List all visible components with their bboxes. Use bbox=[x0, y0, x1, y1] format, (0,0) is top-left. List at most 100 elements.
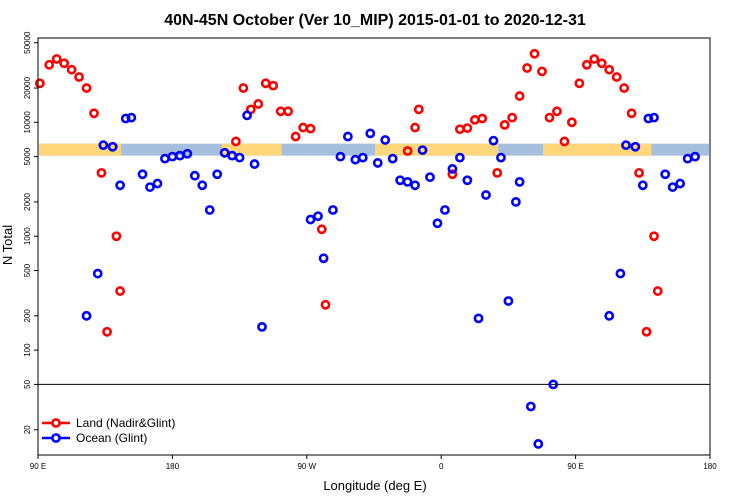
band-land bbox=[375, 143, 499, 156]
y-axis: 20 50 100 200 500 1000 2000 5000 10000 20000 50000 bbox=[23, 31, 38, 434]
ocean-point bbox=[242, 110, 252, 121]
land-point bbox=[462, 123, 473, 133]
land-point bbox=[275, 106, 286, 117]
land-point bbox=[81, 83, 92, 93]
ocean-point bbox=[615, 268, 626, 279]
ocean-point bbox=[462, 175, 473, 186]
ocean-point bbox=[604, 310, 615, 321]
land-point bbox=[611, 72, 622, 82]
ocean-point bbox=[120, 113, 131, 124]
ocean-point bbox=[212, 169, 223, 180]
y-tick-label: 100 bbox=[23, 343, 32, 357]
ocean-point bbox=[473, 313, 484, 324]
ocean-point bbox=[514, 176, 525, 187]
ocean-point bbox=[488, 135, 499, 146]
land-point bbox=[44, 59, 55, 70]
legend: Land (Nadir&Glint)Ocean (Glint) bbox=[42, 416, 175, 445]
land-point bbox=[290, 131, 301, 142]
ocean-point bbox=[525, 401, 536, 412]
ocean-point bbox=[380, 135, 391, 145]
ocean-point bbox=[107, 141, 118, 152]
land-point bbox=[34, 78, 45, 89]
land-point bbox=[477, 113, 488, 124]
ocean-point bbox=[145, 182, 155, 192]
y-tick-label: 10000 bbox=[23, 111, 32, 134]
land-point bbox=[260, 78, 271, 89]
ocean-point bbox=[372, 158, 383, 168]
x-tick-label: 180 bbox=[166, 462, 180, 471]
land-point bbox=[522, 63, 532, 73]
y-tick-label: 200 bbox=[23, 309, 32, 323]
y-tick-label: 2000 bbox=[23, 192, 32, 210]
ocean-point bbox=[115, 180, 126, 191]
ocean-point bbox=[137, 169, 148, 180]
land-point bbox=[604, 64, 615, 75]
ocean-point bbox=[533, 439, 544, 449]
land-point bbox=[268, 80, 279, 91]
ocean-point bbox=[637, 180, 648, 191]
ocean-point bbox=[257, 321, 267, 332]
y-axis-label: N Total bbox=[0, 225, 15, 265]
land-point bbox=[89, 108, 99, 119]
ocean-point bbox=[126, 112, 137, 123]
land-point bbox=[102, 326, 112, 337]
ocean-point bbox=[402, 176, 413, 187]
land-point bbox=[454, 124, 465, 135]
land-point bbox=[230, 136, 241, 147]
ocean-point bbox=[425, 172, 435, 183]
land-point bbox=[51, 54, 62, 64]
land-point bbox=[305, 123, 316, 134]
land-point bbox=[529, 48, 540, 59]
legend-label: Land (Nadir&Glint) bbox=[76, 416, 175, 430]
x-tick-label: 180 bbox=[703, 462, 717, 471]
y-tick-label: 500 bbox=[23, 263, 32, 277]
ocean-point bbox=[503, 296, 514, 306]
ocean-point bbox=[690, 151, 700, 162]
land-point bbox=[641, 326, 652, 337]
band-ocean bbox=[39, 143, 709, 156]
ocean-point bbox=[189, 170, 200, 181]
ocean-point bbox=[496, 152, 506, 163]
land-point bbox=[626, 108, 637, 119]
ocean-point bbox=[440, 205, 450, 215]
ocean-point bbox=[675, 178, 686, 189]
x-tick-label: 0 bbox=[439, 462, 444, 471]
y-tick-label: 1000 bbox=[23, 227, 32, 245]
ocean-point bbox=[548, 379, 559, 390]
land-point bbox=[574, 78, 585, 89]
ocean-point bbox=[197, 180, 208, 191]
ocean-point bbox=[649, 112, 659, 123]
ocean-point bbox=[432, 218, 443, 229]
land-point bbox=[320, 299, 331, 310]
land-point bbox=[115, 286, 126, 296]
ocean-point bbox=[630, 141, 641, 152]
land-point bbox=[652, 286, 663, 296]
y-tick-label: 50 bbox=[23, 379, 32, 388]
land-point bbox=[514, 91, 525, 101]
land-point bbox=[410, 122, 420, 133]
chart-title: 40N-45N October (Ver 10_MIP) 2015-01-01 … bbox=[164, 12, 586, 29]
ocean-point bbox=[395, 175, 406, 186]
band-land bbox=[221, 143, 282, 156]
land-point bbox=[634, 167, 644, 178]
ocean-point bbox=[447, 164, 458, 174]
land-point bbox=[111, 231, 122, 242]
x-axis-label: Longitude (deg E) bbox=[323, 478, 426, 493]
x-tick-label: 90 E bbox=[30, 462, 46, 471]
ocean-point bbox=[182, 148, 193, 159]
ocean-point bbox=[410, 180, 420, 191]
land-point bbox=[96, 167, 107, 178]
y-tick-label: 50000 bbox=[23, 31, 32, 54]
ocean-point bbox=[152, 178, 163, 189]
land-point bbox=[447, 169, 458, 180]
land-point bbox=[544, 112, 555, 123]
ocean-point bbox=[454, 152, 465, 163]
ocean-point bbox=[481, 190, 491, 200]
plot-band bbox=[39, 143, 709, 156]
land-point bbox=[649, 231, 659, 242]
ocean-point bbox=[365, 128, 376, 139]
land-point bbox=[619, 83, 630, 93]
land-point bbox=[581, 59, 592, 70]
ocean-point bbox=[234, 152, 245, 163]
ocean-point bbox=[81, 310, 92, 321]
